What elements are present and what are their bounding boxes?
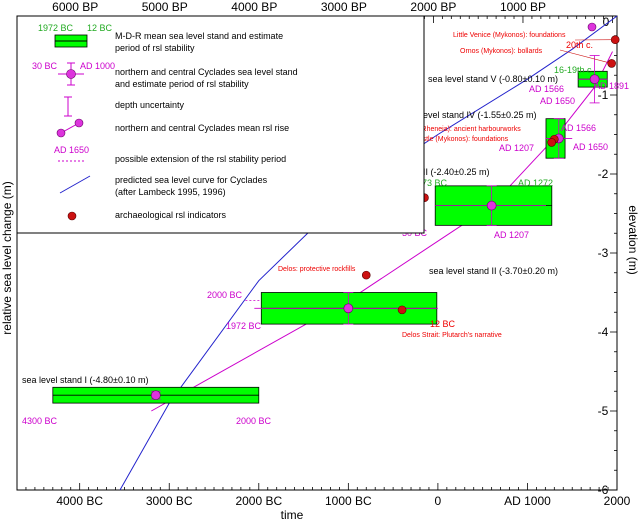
top-tick-label-2: 4000 BP [231, 0, 277, 14]
archaeological-marker-5 [547, 138, 556, 147]
y-tick-label-0: -1 [598, 88, 609, 102]
stand-2-ext-label: 2000 BC [207, 290, 243, 300]
archaeological-label-6: Ornos (Mykonos): bollards [460, 48, 543, 55]
stand-1-start-label: 4300 BC [22, 416, 58, 426]
legend-mdr-right-note: 12 BC [87, 23, 113, 33]
x-axis-label: time [281, 508, 304, 522]
legend-mdr-label-1: M-D-R mean sea level stand and estimate [115, 31, 283, 41]
stand-2-end-label: 12 BC [430, 319, 456, 329]
archaeological-label-4: Lazareto (Rheneia): ancient harbourworks [390, 126, 521, 133]
y-axis-label-left: relative sea level change (m) [0, 181, 14, 334]
stand-4-end-label: AD 1650 [573, 142, 608, 152]
legend-arch-marker [67, 211, 77, 221]
legend-arch-label: archaeological rsl indicators [115, 210, 227, 220]
archaeological-label-7: Little Venice (Mykonos): foundations [453, 32, 566, 39]
stability-bands: sea level stand I (-4.80±0.10 m) 4300 BC 2… [22, 55, 629, 426]
top-tick-label-0: 6000 BP [52, 0, 98, 14]
archaeological-marker-1 [361, 270, 371, 280]
stand-marker-1 [151, 390, 161, 401]
stand-5-start-label: AD 1566 [529, 84, 564, 94]
y-tick-label-1: -2 [598, 167, 609, 181]
legend-mean-marker-1 [56, 128, 66, 138]
stand-4-name: sea level stand IV (-1.55±0.25 m) [404, 110, 537, 120]
y-tick-label-3: -4 [598, 325, 609, 339]
stand-3-top-right-label: AD 1272 [518, 178, 553, 188]
legend-pred-line [59, 175, 91, 194]
stand-3-top-left-label: 73 BC [422, 178, 448, 188]
archaeological-label-1: Delos: protective rockfills [278, 266, 356, 273]
archaeological-indicators: Delos: protective rockfills Delos Strait:… [278, 22, 620, 339]
archaeological-marker-2 [397, 305, 407, 315]
legend-mdr-label-2: period of rsl stability [115, 43, 195, 53]
stand-4-start-label: AD 1207 [499, 143, 534, 153]
x-tick-label-6: 2000 [604, 494, 631, 508]
axis-ticks: 4000 BC 3000 BC 2000 BC 1000 BC 0 AD 1000 2000… [16, 0, 631, 508]
legend-stand-label-1: northern and central Cyclades sea level … [115, 67, 298, 77]
legend-pred-label-2: (after Lambeck 1995, 1996) [115, 187, 226, 197]
legend-ext-note: AD 1650 [54, 145, 89, 155]
x-tick-label-4: 0 [435, 494, 442, 508]
stand-5-top-label: 16-19th c. [554, 65, 594, 75]
archaeological-label-5: Venetian castle (Mykonos): foundations [386, 136, 509, 143]
legend-stand-left-note: 30 BC [32, 61, 58, 71]
stand-marker-3 [486, 200, 497, 211]
stand-1-name: sea level stand I (-4.80±0.10 m) [22, 375, 149, 385]
legend-mean-label: northern and central Cyclades mean rsl r… [115, 123, 289, 133]
y-tick-label-zero: 0 [603, 15, 610, 29]
x-tick-label-5: AD 1000 [504, 494, 551, 508]
present-day-marker [587, 22, 597, 32]
legend: 1972 BC 12 BC M-D-R mean sea level stand… [16, 15, 425, 234]
top-tick-label-4: 2000 BP [410, 0, 456, 14]
x-tick-label-0: 4000 BC [56, 494, 103, 508]
legend-stand-marker [66, 69, 76, 79]
stand-marker-2 [343, 303, 354, 314]
stand-5-end-label: AD 1891 [594, 81, 629, 91]
x-tick-label-3: 1000 BC [325, 494, 372, 508]
legend-depth-label: depth uncertainty [115, 100, 185, 110]
stand-1-end-label: 2000 BC [236, 416, 272, 426]
top-tick-label-3: 3000 BP [321, 0, 367, 14]
legend-mean-marker-2 [74, 118, 84, 128]
legend-mdr-left-note: 1972 BC [38, 23, 74, 33]
y-axis-label-right: elevation (m) [626, 205, 640, 274]
stand-2-name: sea level stand II (-3.70±0.20 m) [429, 266, 558, 276]
stand-3-end-label: AD 1207 [494, 230, 529, 240]
stand-4-extra-label: AD 1566 [561, 123, 596, 133]
legend-stand-right-note: AD 1000 [80, 61, 115, 71]
y-tick-label-2: -3 [598, 246, 609, 260]
x-tick-label-2: 2000 BC [235, 494, 282, 508]
archaeological-label-2: Delos Strait: Plutarch's narrative [402, 332, 502, 339]
legend-pred-label-1: predicted sea level curve for Cyclades [115, 175, 268, 185]
x-tick-label-1: 3000 BC [146, 494, 193, 508]
y-tick-label-4: -5 [598, 404, 609, 418]
legend-frame [16, 15, 425, 234]
archaeological-label-8: 20th c. [566, 40, 593, 50]
stand-5-name: sea level stand V (-0.80±0.10 m) [428, 74, 558, 84]
stand-marker-5 [589, 74, 600, 84]
stand-2-start-label: 1972 BC [226, 321, 262, 331]
legend-ext-label: possible extension of the rsl stability … [115, 154, 286, 164]
top-tick-label-1: 5000 BP [142, 0, 188, 14]
stand-5-sub-label: AD 1650 [540, 96, 575, 106]
legend-stand-label-2: and estimate period of rsl stability [115, 79, 249, 89]
top-tick-label-5: 1000 BP [500, 0, 546, 14]
pointer-line-ornos [559, 49, 612, 64]
y-tick-label-5: -6 [598, 483, 609, 497]
